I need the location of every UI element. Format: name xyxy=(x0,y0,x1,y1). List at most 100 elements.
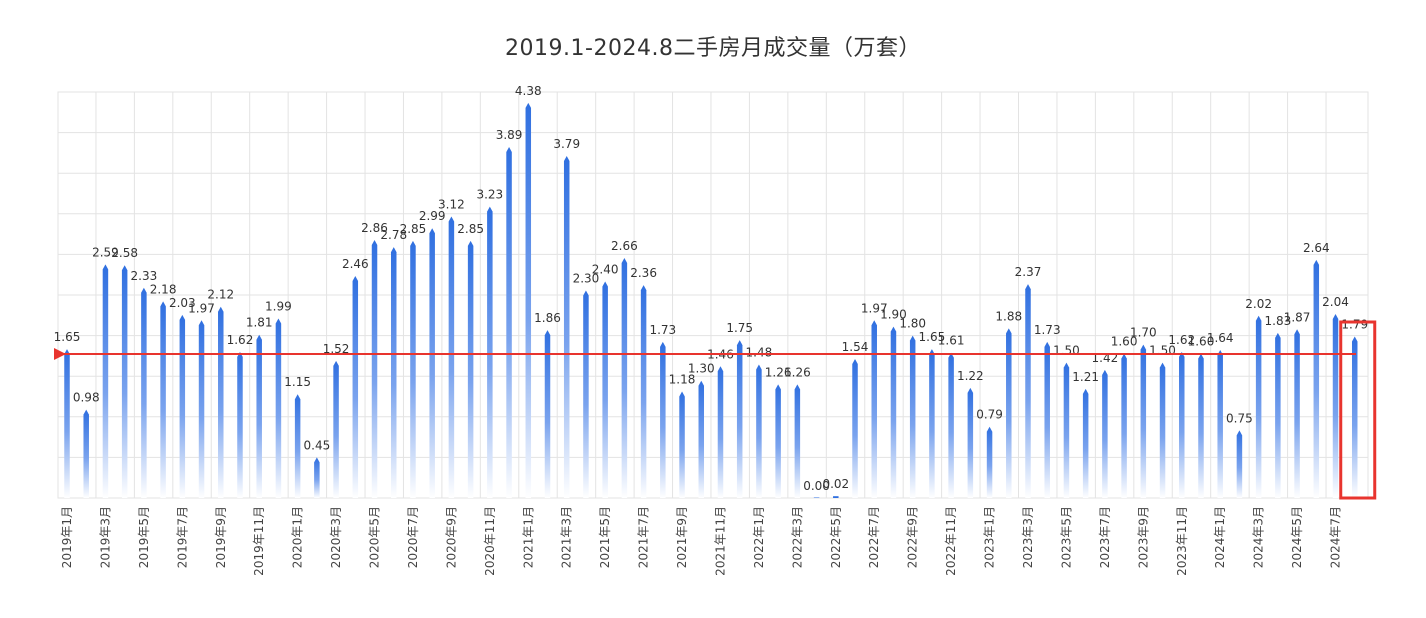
bar xyxy=(314,457,320,498)
value-label: 1.73 xyxy=(649,323,676,337)
bar xyxy=(1082,388,1089,498)
tick-label: 2022年9月 xyxy=(906,506,920,568)
value-label: 2.30 xyxy=(573,271,600,285)
value-label: 1.83 xyxy=(1265,314,1292,328)
bar xyxy=(640,285,647,498)
value-label: 1.61 xyxy=(938,334,965,348)
tick-label: 2024年5月 xyxy=(1290,506,1304,568)
bar xyxy=(83,409,89,498)
bar xyxy=(602,281,608,498)
bar xyxy=(1121,353,1127,498)
bar xyxy=(986,426,993,498)
value-label: 2.85 xyxy=(457,222,484,236)
highlight-box xyxy=(1339,320,1377,500)
value-label: 1.88 xyxy=(995,309,1022,323)
bar xyxy=(275,318,282,498)
bar xyxy=(525,102,532,499)
bar xyxy=(698,380,705,498)
value-label: 0.45 xyxy=(304,438,331,452)
value-label: 2.85 xyxy=(400,222,427,236)
value-label: 1.97 xyxy=(861,301,888,315)
bar xyxy=(218,306,224,498)
value-label: 1.80 xyxy=(899,317,926,331)
bar xyxy=(1063,362,1070,498)
tick-label: 2023年11月 xyxy=(1175,506,1189,576)
bar xyxy=(929,349,935,498)
bar xyxy=(198,320,205,498)
value-label: 3.23 xyxy=(476,188,503,202)
tick-label: 2021年5月 xyxy=(598,506,612,568)
bar xyxy=(1044,341,1050,498)
value-label: 2.40 xyxy=(592,262,619,276)
tick-label: 2021年3月 xyxy=(560,506,574,568)
bar xyxy=(717,366,724,498)
tick-label: 2021年11月 xyxy=(713,506,727,576)
value-label: 2.99 xyxy=(419,209,446,223)
value-label: 1.60 xyxy=(1188,335,1215,349)
value-label: 3.79 xyxy=(553,137,580,151)
tick-label: 2020年11月 xyxy=(483,506,497,576)
value-label: 1.30 xyxy=(688,362,715,376)
tick-label: 2020年3月 xyxy=(329,506,343,568)
value-label: 2.59 xyxy=(92,245,119,259)
tick-label: 2019年5月 xyxy=(137,506,151,568)
value-label: 1.42 xyxy=(1092,351,1119,365)
value-label: 1.26 xyxy=(765,365,792,379)
value-label: 2.46 xyxy=(342,257,369,271)
value-label: 2.36 xyxy=(630,266,657,280)
annotations xyxy=(54,320,1377,500)
value-label: 2.03 xyxy=(169,296,196,310)
tick-label: 2024年3月 xyxy=(1252,506,1266,568)
value-label: 1.18 xyxy=(669,373,696,387)
tick-label: 2022年5月 xyxy=(829,506,843,568)
chart-title: 2019.1-2024.8二手房月成交量（万套） xyxy=(505,36,921,61)
value-label: 1.52 xyxy=(323,342,350,356)
tick-label: 2023年1月 xyxy=(983,506,997,568)
value-label: 1.65 xyxy=(54,330,81,344)
value-label: 0.00 xyxy=(803,479,830,493)
bar xyxy=(1025,284,1031,498)
tick-label: 2019年3月 xyxy=(98,506,112,568)
value-label: 1.26 xyxy=(784,365,811,379)
value-label: 1.62 xyxy=(227,333,254,347)
tick-label: 2019年11月 xyxy=(252,506,266,576)
value-label: 1.48 xyxy=(746,345,773,359)
value-label: 2.64 xyxy=(1303,241,1330,255)
value-label: 1.54 xyxy=(842,340,869,354)
bar xyxy=(121,265,128,498)
tick-label: 2020年5月 xyxy=(368,506,382,568)
bar xyxy=(1217,350,1223,498)
bar xyxy=(794,384,801,498)
tick-label: 2022年1月 xyxy=(752,506,766,568)
value-label: 1.79 xyxy=(1341,318,1368,332)
bar xyxy=(1255,315,1262,498)
value-label: 1.87 xyxy=(1284,310,1311,324)
bar xyxy=(294,394,301,498)
tick-label: 2020年7月 xyxy=(406,506,420,568)
bar xyxy=(429,228,435,499)
value-label: 3.12 xyxy=(438,198,465,212)
bar xyxy=(1332,313,1339,498)
value-label: 0.75 xyxy=(1226,411,1253,425)
value-label: 1.70 xyxy=(1130,326,1157,340)
value-label: 0.02 xyxy=(822,477,849,491)
value-label: 3.89 xyxy=(496,128,523,142)
tick-label: 2021年1月 xyxy=(521,506,535,568)
value-label: 2.66 xyxy=(611,239,638,253)
tick-label: 2024年1月 xyxy=(1213,506,1227,568)
bar xyxy=(813,497,820,498)
value-label: 0.98 xyxy=(73,391,100,405)
bar xyxy=(775,384,781,498)
value-label: 4.38 xyxy=(515,84,542,98)
bar xyxy=(1140,344,1147,498)
bar xyxy=(237,351,243,498)
tick-label: 2023年7月 xyxy=(1098,506,1112,568)
bar xyxy=(1351,336,1358,498)
value-label: 1.21 xyxy=(1072,370,1099,384)
bar xyxy=(160,301,166,498)
bar xyxy=(890,326,897,498)
tick-label: 2023年9月 xyxy=(1136,506,1150,568)
value-label: 2.33 xyxy=(131,269,158,283)
tick-label: 2023年3月 xyxy=(1021,506,1035,568)
